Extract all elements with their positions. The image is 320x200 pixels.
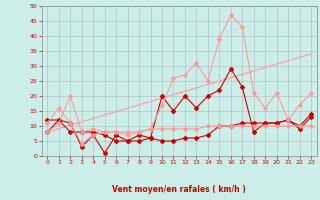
X-axis label: Vent moyen/en rafales ( km/h ): Vent moyen/en rafales ( km/h ) <box>112 185 246 194</box>
